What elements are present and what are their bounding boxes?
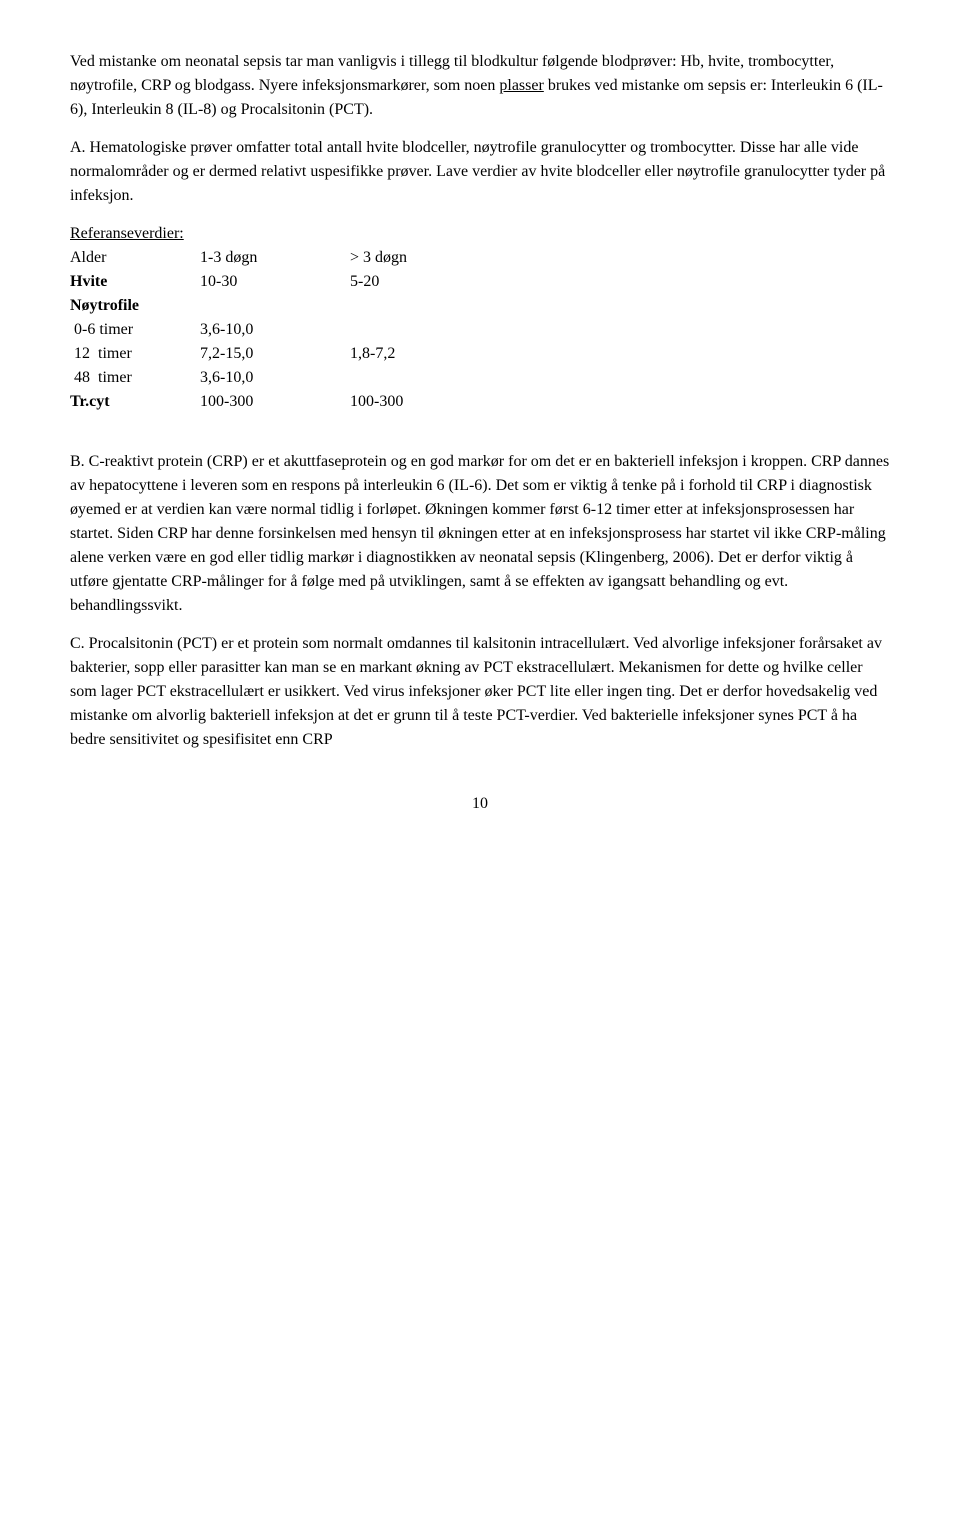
table-cell: 100-300 [200,390,350,414]
page-number: 10 [70,792,890,816]
table-cell: Hvite [70,270,200,294]
paragraph-1: Ved mistanke om neonatal sepsis tar man … [70,50,890,122]
table-row: Alder1-3 døgn> 3 døgn [70,246,890,270]
table-cell: 1,8-7,2 [350,342,500,366]
table-cell: 3,6-10,0 [200,366,350,390]
table-row: Nøytrofile [70,294,890,318]
para1-underlined: plasser [499,77,543,94]
paragraph-3: B. C-reaktivt protein (CRP) er et akuttf… [70,450,890,618]
table-cell [350,294,500,318]
table-cell: 7,2-15,0 [200,342,350,366]
table-cell: 1-3 døgn [200,246,350,270]
table-row: Hvite10-305-20 [70,270,890,294]
table-cell: 5-20 [350,270,500,294]
paragraph-4: C. Procalsitonin (PCT) er et protein som… [70,632,890,752]
table-cell: 48 timer [70,366,200,390]
reference-table: Alder1-3 døgn> 3 døgnHvite10-305-20Nøytr… [70,246,890,414]
table-cell: > 3 døgn [350,246,500,270]
table-cell: 10-30 [200,270,350,294]
table-cell [200,294,350,318]
table-cell [350,366,500,390]
table-cell: Alder [70,246,200,270]
table-cell: 100-300 [350,390,500,414]
reference-label-text: Referanseverdier: [70,225,184,242]
table-row: 12 timer7,2-15,01,8-7,2 [70,342,890,366]
reference-label: Referanseverdier: [70,222,890,246]
table-cell: Nøytrofile [70,294,200,318]
table-cell: 0-6 timer [70,318,200,342]
table-cell: 12 timer [70,342,200,366]
table-cell: 3,6-10,0 [200,318,350,342]
table-row: 48 timer3,6-10,0 [70,366,890,390]
table-cell: Tr.cyt [70,390,200,414]
table-cell [350,318,500,342]
table-row: Tr.cyt100-300100-300 [70,390,890,414]
paragraph-2: A. Hematologiske prøver omfatter total a… [70,136,890,208]
table-row: 0-6 timer3,6-10,0 [70,318,890,342]
